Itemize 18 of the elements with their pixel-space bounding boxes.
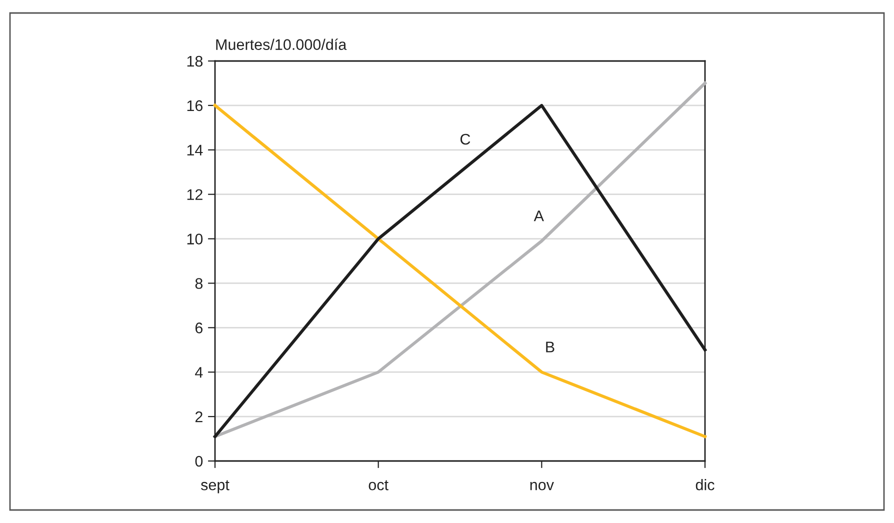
y-tick-label: 6 bbox=[195, 322, 203, 334]
y-tick-label: 16 bbox=[187, 100, 203, 112]
x-tick-label: nov bbox=[530, 482, 554, 490]
x-tick-label: oct bbox=[368, 480, 388, 490]
x-tick-label: dic bbox=[696, 479, 714, 490]
series-label: A bbox=[534, 210, 544, 222]
y-tick-label: 8 bbox=[195, 278, 203, 289]
series-label: C bbox=[460, 134, 470, 145]
series-label: B bbox=[546, 342, 554, 352]
x-tick-label: sept bbox=[200, 480, 230, 494]
y-tick-label: 18 bbox=[187, 56, 203, 67]
y-tick-label: 2 bbox=[195, 411, 202, 422]
y-tick-label: 12 bbox=[187, 189, 202, 200]
y-tick-label: 4 bbox=[195, 367, 203, 378]
y-tick-label: 14 bbox=[187, 144, 203, 156]
y-tick-label: 10 bbox=[187, 234, 203, 244]
y-axis-title: Muertes/10.000/día bbox=[216, 38, 347, 50]
y-tick-label: 0 bbox=[195, 456, 203, 467]
